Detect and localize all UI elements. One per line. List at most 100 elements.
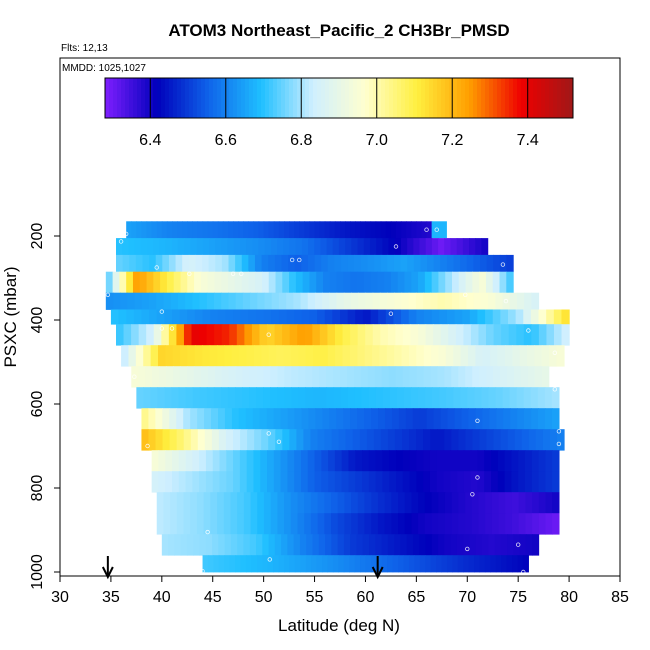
heatmap-cell xyxy=(531,324,540,346)
heatmap-cell xyxy=(523,309,532,325)
heatmap-cell xyxy=(161,534,169,556)
heatmap-cell xyxy=(126,271,134,294)
heatmap-cell xyxy=(409,366,418,388)
heatmap-cell xyxy=(525,492,533,514)
heatmap-cell xyxy=(334,324,344,346)
heatmap-cell xyxy=(481,387,490,409)
heatmap-cell xyxy=(371,513,379,535)
heatmap-cell xyxy=(445,345,454,367)
heatmap-cell xyxy=(331,534,339,556)
heatmap-cell xyxy=(176,492,185,514)
heatmap-cell xyxy=(233,238,241,256)
colorbar-swatch xyxy=(105,78,110,118)
colorbar-swatch xyxy=(337,78,342,118)
heatmap-cell xyxy=(322,408,330,430)
heatmap-cell xyxy=(229,555,236,573)
heatmap-cell xyxy=(278,221,285,239)
colorbar-swatch xyxy=(533,78,538,118)
heatmap-cell xyxy=(139,271,148,294)
heatmap-cell xyxy=(517,408,525,430)
heatmap-cell xyxy=(148,408,156,430)
heatmap-cell xyxy=(275,271,283,294)
heatmap-cell xyxy=(241,254,249,273)
heatmap-cell xyxy=(183,492,191,514)
heatmap-cell xyxy=(149,292,157,310)
heatmap-cell xyxy=(402,450,411,472)
colorbar-swatch xyxy=(249,78,254,118)
colorbar-swatch xyxy=(377,78,382,118)
x-tick-label: 80 xyxy=(560,589,578,606)
heatmap-cell xyxy=(228,221,234,239)
heatmap-cell xyxy=(511,513,520,535)
heatmap-cell xyxy=(384,271,392,294)
sample-point xyxy=(515,542,521,547)
heatmap-cell xyxy=(477,450,485,472)
heatmap-cell xyxy=(360,366,369,388)
heatmap-cell xyxy=(451,366,459,388)
heatmap-cell xyxy=(395,366,404,388)
heatmap-cell xyxy=(357,492,366,514)
sample-point xyxy=(118,239,124,244)
x-axis-label: Latitude (deg N) xyxy=(278,616,400,635)
heatmap-cell xyxy=(263,366,272,388)
heatmap-cell xyxy=(351,292,359,310)
heatmap-cell xyxy=(400,254,408,273)
colorbar-swatch xyxy=(469,78,474,118)
heatmap-cell xyxy=(402,471,411,493)
heatmap-cell xyxy=(367,254,375,273)
heatmap-cell xyxy=(372,324,381,346)
heatmap-cell xyxy=(431,345,440,367)
heatmap-cell xyxy=(458,366,466,388)
heatmap-cell xyxy=(368,387,377,409)
heatmap-cell xyxy=(291,387,299,409)
heatmap-cell xyxy=(553,309,563,325)
heatmap-cell xyxy=(406,221,412,239)
heatmap-cell xyxy=(112,271,120,294)
heatmap-cell xyxy=(511,492,520,514)
sample-point xyxy=(239,271,244,276)
heatmap-cell xyxy=(199,450,207,472)
heatmap-cell xyxy=(199,471,207,493)
heatmap-cell xyxy=(274,254,283,273)
heatmap-cell xyxy=(530,309,540,325)
heatmap-cell xyxy=(135,345,144,367)
heatmap-cell xyxy=(249,366,258,388)
heatmap-cell xyxy=(202,309,211,325)
heatmap-cell xyxy=(239,450,248,472)
heatmap-cell xyxy=(221,366,230,388)
heatmap-cell xyxy=(535,429,544,451)
heatmap-cell xyxy=(431,271,440,294)
colorbar-swatch xyxy=(285,78,290,118)
heatmap-cell xyxy=(419,238,427,256)
heatmap-cell xyxy=(118,309,127,325)
heatmap-cell xyxy=(278,555,285,573)
heatmap-cell xyxy=(318,534,326,556)
heatmap-cell xyxy=(202,238,210,256)
heatmap-cell xyxy=(488,534,496,556)
heatmap-cell xyxy=(183,408,191,430)
colorbar-swatch xyxy=(173,78,178,118)
heatmap-cell xyxy=(518,492,526,514)
heatmap-cell xyxy=(162,254,170,273)
heatmap-cell xyxy=(380,221,387,239)
heatmap-cell xyxy=(290,513,299,535)
heatmap-cell xyxy=(384,408,393,430)
heatmap-cell xyxy=(408,555,415,573)
heatmap-cell xyxy=(351,513,359,535)
heatmap-cell xyxy=(256,555,263,573)
heatmap-cell xyxy=(534,345,543,367)
heatmap-cell xyxy=(375,471,384,493)
heatmap-cell xyxy=(356,271,365,294)
heatmap-cell xyxy=(268,429,276,451)
colorbar-swatch xyxy=(549,78,554,118)
heatmap-cell xyxy=(221,238,229,256)
heatmap-cell xyxy=(431,534,439,556)
heatmap-cell xyxy=(368,450,377,472)
heatmap-cell xyxy=(531,471,540,493)
heatmap-cell xyxy=(172,471,180,493)
heatmap-cell xyxy=(479,366,487,388)
heatmap-cell xyxy=(245,408,254,430)
flights-annotation: Flts: 12,13 xyxy=(61,43,108,54)
heatmap-cell xyxy=(513,534,521,556)
heatmap-cell xyxy=(304,492,312,514)
